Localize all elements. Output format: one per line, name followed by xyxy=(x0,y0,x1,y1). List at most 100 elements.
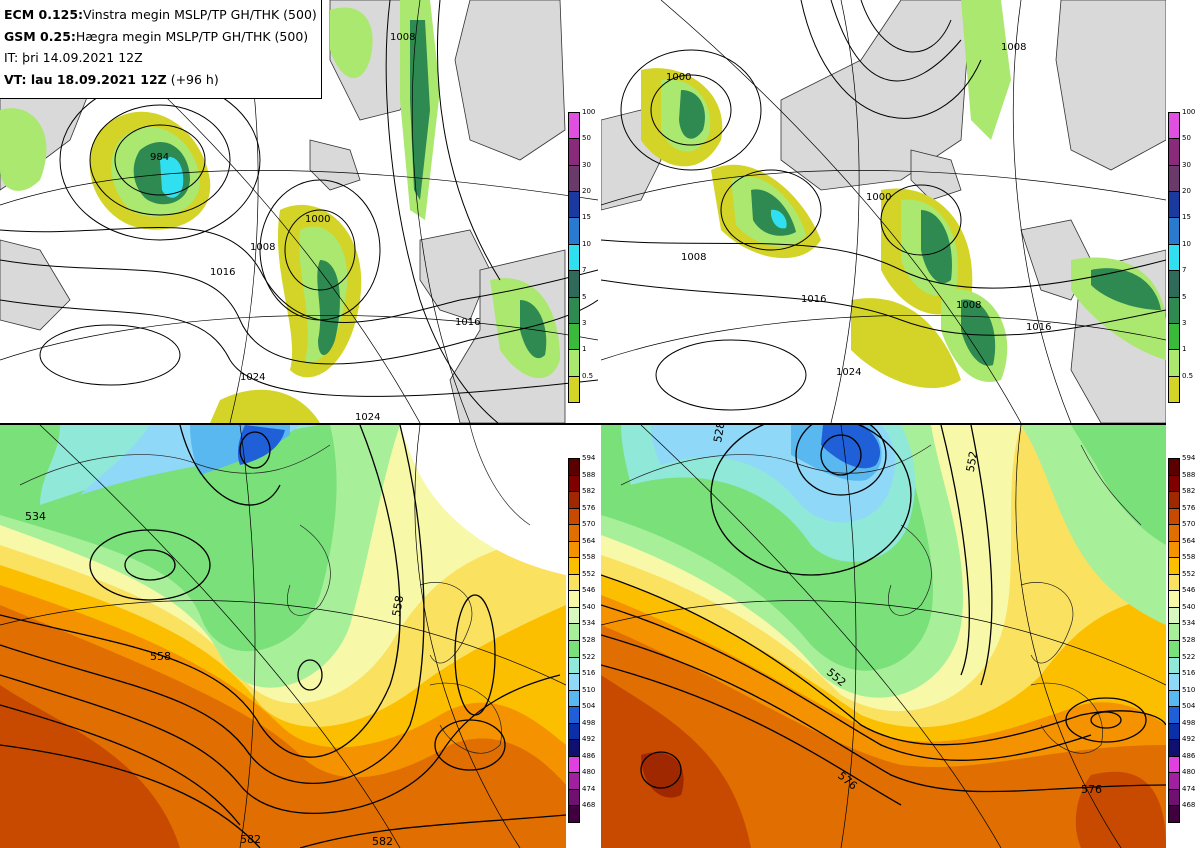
legend-swatch xyxy=(1168,217,1180,245)
gsm-isobar-label: 1008 xyxy=(956,300,981,311)
legend-swatch xyxy=(1168,656,1180,675)
legend-label: 576 xyxy=(582,503,596,512)
ecm-isobars xyxy=(0,0,598,423)
legend-swatch xyxy=(568,491,580,509)
legend-swatch xyxy=(568,805,580,823)
legend-swatch xyxy=(568,590,580,608)
legend-swatch xyxy=(568,138,580,166)
legend-label: 564 xyxy=(582,536,596,545)
legend-label: 558 xyxy=(1182,553,1196,562)
ecm-isobar-label: 1016 xyxy=(210,267,235,278)
legend-swatch xyxy=(568,322,580,351)
legend-swatch xyxy=(568,557,580,575)
legend-label: 10 xyxy=(1182,239,1191,248)
precip-legend-right: 100 50 30 20 15 10 7 5 3 1 0.5 xyxy=(1168,108,1200,403)
info-ecm-desc: Vinstra megin MSLP/TP GH/THK (500) xyxy=(83,7,317,22)
gsm-gh-thk-map: 552 552 576 576 528 xyxy=(601,425,1166,848)
info-gsm-desc: Hægra megin MSLP/TP GH/THK (500) xyxy=(75,28,309,44)
legend-label: 594 xyxy=(1182,454,1196,462)
ecm-isobar-label: 1000 xyxy=(305,214,330,225)
legend-label: 474 xyxy=(1182,784,1196,793)
gsm-gh-contours xyxy=(601,425,1166,806)
legend-label: 0.5 xyxy=(582,371,594,380)
gsm-gh-label: 576 xyxy=(1081,783,1102,796)
ecm-precip-shading xyxy=(0,0,560,423)
legend-swatch xyxy=(1168,507,1180,526)
legend-label: 522 xyxy=(582,652,596,661)
legend-swatch xyxy=(568,739,580,757)
legend-swatch xyxy=(568,112,580,140)
legend-swatch xyxy=(568,722,580,741)
legend-swatch xyxy=(568,689,580,708)
ecm-thk-svg: 558 558 582 582 534 xyxy=(0,425,566,848)
gsm-isobar-label: 1024 xyxy=(836,367,861,378)
legend-label: 546 xyxy=(582,586,596,595)
legend-label: 540 xyxy=(582,602,596,611)
ecm-isobar-labels: 1008 1016 1016 1024 1024 1008 1000 984 xyxy=(150,32,480,423)
ecm-gh-label: 558 xyxy=(150,650,171,663)
legend-swatch xyxy=(568,349,580,377)
legend-swatch xyxy=(568,296,580,324)
legend-swatch xyxy=(1168,557,1180,575)
legend-swatch xyxy=(1168,573,1180,592)
legend-label: 576 xyxy=(1182,503,1196,512)
legend-swatch xyxy=(568,540,580,559)
horizontal-divider xyxy=(0,423,1166,425)
legend-label: 498 xyxy=(582,718,596,727)
legend-label: 5 xyxy=(1182,292,1187,301)
legend-label: 588 xyxy=(582,470,596,479)
legend-label: 15 xyxy=(1182,213,1191,222)
ecm-bottom-graticule xyxy=(0,425,566,848)
legend-swatch xyxy=(1168,722,1180,741)
legend-label: 30 xyxy=(582,160,591,169)
legend-label: 486 xyxy=(582,751,596,760)
legend-swatch xyxy=(1168,191,1180,219)
legend-swatch xyxy=(1168,788,1180,807)
legend-label: 50 xyxy=(1182,134,1191,143)
legend-label: 20 xyxy=(582,187,591,196)
ecm-isobar-label: 1008 xyxy=(250,242,275,253)
legend-swatch xyxy=(1168,375,1180,403)
legend-swatch xyxy=(1168,474,1180,493)
info-line-valid-time: VT: lau 18.09.2021 12Z (+96 h) xyxy=(4,69,317,91)
legend-label: 522 xyxy=(1182,652,1196,661)
ecm-gh-labels: 558 558 582 582 534 xyxy=(25,510,406,848)
legend-swatch xyxy=(568,164,580,193)
legend-label: 594 xyxy=(582,454,596,462)
ecm-gh-label: 582 xyxy=(240,833,261,846)
legend-swatch xyxy=(568,640,580,658)
legend-swatch xyxy=(568,755,580,774)
legend-label: 516 xyxy=(582,669,596,678)
legend-swatch xyxy=(1168,640,1180,658)
legend-label: 552 xyxy=(1182,569,1196,578)
legend-swatch xyxy=(1168,243,1180,272)
gsm-isobar-label: 1000 xyxy=(866,192,891,203)
ecm-isobar-label: 1008 xyxy=(390,32,415,43)
legend-swatch xyxy=(1168,755,1180,774)
legend-label: 528 xyxy=(1182,636,1196,644)
legend-label: 570 xyxy=(1182,520,1196,529)
legend-swatch xyxy=(1168,349,1180,377)
legend-swatch xyxy=(568,673,580,691)
legend-label: 510 xyxy=(582,685,596,694)
gsm-bottom-graticule xyxy=(601,425,1166,848)
legend-label: 504 xyxy=(1182,702,1196,711)
legend-label: 486 xyxy=(1182,751,1196,760)
legend-label: 7 xyxy=(582,266,587,275)
gsm-top-graticule xyxy=(601,0,1166,423)
run-info-box: ECM 0.125:Vinstra megin MSLP/TP GH/THK (… xyxy=(0,0,322,99)
legend-swatch xyxy=(1168,689,1180,708)
legend-swatch xyxy=(568,507,580,526)
legend-label: 582 xyxy=(582,487,596,496)
legend-label: 20 xyxy=(1182,187,1191,196)
thk-legend-left: 594 588 582 576 570 564 558 552 546 540 534 528 522 5… xyxy=(568,454,602,823)
thk-legend-right: 594 588 582 576 570 564 558 552 546 540 534 528 522 5… xyxy=(1168,454,1200,823)
legend-swatch xyxy=(1168,805,1180,823)
legend-label: 15 xyxy=(582,213,591,222)
info-line-init-time: IT: þri 14.09.2021 12Z xyxy=(4,47,317,69)
legend-label: 100 xyxy=(1182,108,1196,116)
legend-swatch xyxy=(1168,112,1180,140)
legend-label: 504 xyxy=(582,702,596,711)
legend-swatch xyxy=(1168,322,1180,351)
legend-swatch xyxy=(1168,458,1180,476)
